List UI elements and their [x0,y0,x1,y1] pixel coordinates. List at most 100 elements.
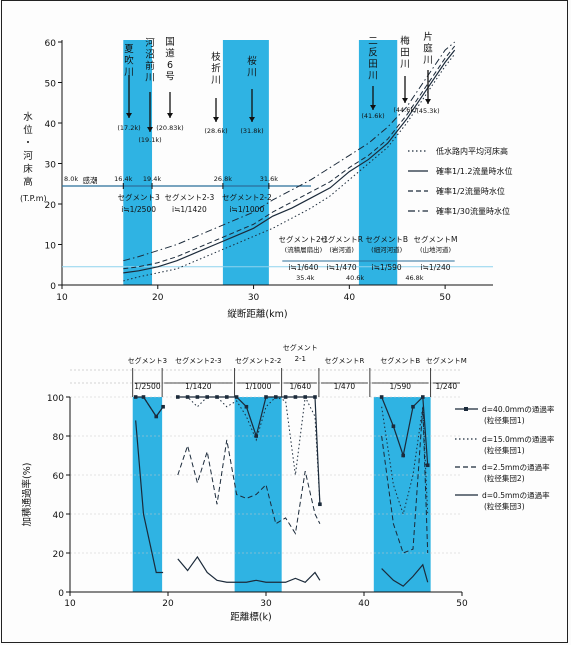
lower-series-line-2-run-2 [381,406,429,554]
lower-series-point-0 [421,395,425,399]
upper-series-line-2 [123,45,456,270]
river-name-6: 梅田川 [400,35,410,70]
lower-series-point-0 [264,395,268,399]
upper-segment-slope-2: i≒1/1420 [172,205,207,214]
lower-x-axis-title: 距離標(k) [230,611,271,623]
lower-series-line-1-run-0 [135,396,164,418]
upper-segment-label-3: セグメント2-2 [222,192,272,202]
lower-series-point-0 [185,395,190,399]
upper-x-axis-title: 縦断距離(km) [227,308,287,320]
lower-legend-label-3: d=0.5mmの通過率 [482,490,550,500]
lower-y-tick-label: 40 [53,511,65,521]
upper-segment-sub-5: (岩河道) [329,245,354,254]
lower-series-point-0 [154,414,159,419]
lower-segment-label-6: セグメントM [426,356,467,365]
river-km-label-1: (19.1k) [138,136,161,144]
lower-segment-slope-5: 1/590 [389,382,411,391]
river-arrow-head-3 [213,117,219,122]
lower-series-point-0 [318,502,322,507]
lower-series-point-0 [411,404,415,409]
river-name-0: 夏吹川 [124,44,134,78]
lower-y-tick-label: 20 [53,550,65,560]
upper-segment-label-5: セグメントR [320,234,363,244]
lower-x-tick-label: 10 [64,599,76,609]
lower-series-point-0 [379,395,384,399]
upper-shaded-band-2 [358,40,398,285]
lower-series-line-0-run-1 [177,396,321,505]
river-name-4: 桜川 [247,55,257,79]
river-km-label-6: (44.6k) [393,106,416,114]
lower-legend-note-1: (粒径集団1) [484,445,525,455]
river-arrow-head-4 [249,117,255,122]
upper-legend-label-0: 低水路内平均河床高 [436,146,508,156]
lower-series-point-0 [244,404,249,409]
km-mark-0: 8.0k [64,175,78,183]
river-name-7: 片庭川 [423,31,433,66]
upper-segment-slope-4: i≒1/640 [288,263,318,272]
lower-legend-note-0: (粒径集団1) [484,415,525,425]
upper-segment-label-7: セグメントM [414,234,458,244]
upper-segment-label-1: セグメント3 [117,192,159,202]
upper-segment-sub-4: (流積層扇出) [285,245,323,254]
river-name-5: 二反田川 [368,36,378,82]
upper-legend-label-3: 確率1/30流量時水位 [436,206,510,216]
upper-y-tick-label: 40 [45,120,57,130]
lower-series-line-2-run-1 [177,439,321,535]
upper-segment-slope-5: i≒1/470 [327,263,357,272]
upper-segment-label-4: セグメント2-1 [278,234,328,244]
upper-segment-slope-7: i≒1/240 [421,263,451,272]
upper-shaded-band-0 [123,40,153,285]
lower-y-tick-label: 80 [53,433,65,443]
river-km-label-5: (41.6k) [361,112,384,120]
upper-shaded-band-1 [222,40,269,285]
lower-legend-label-0: d=40.0mmの通過率 [482,404,555,414]
upper-y-tick-label: 10 [45,242,57,252]
lower-segment-label-0: セグメント3 [128,356,167,365]
lower-series-point-0 [313,395,317,399]
lower-chart: 0 20 40 60 80 100 10 20 30 40 50 距離標(k) 加積通過率(%) セグメン… [21,343,555,623]
river-arrow-head-7 [425,99,431,104]
upper-segment-slope-3: i≒1/1000 [229,205,264,214]
river-arrow-head-5 [370,105,376,110]
lower-y-tick-label: 100 [47,394,64,404]
upper-bottom-km-1: 40.6k [346,274,364,282]
upper-segment-slope-6: i≒1/590 [372,263,402,272]
lower-series-point-0 [254,434,258,438]
upper-x-tick-label: 30 [248,293,260,303]
lower-segment-slope-3: 1/640 [289,382,311,391]
upper-y-tick-label: 20 [45,201,57,211]
river-arrow-head-0 [126,113,132,118]
lower-segment-slope-0: 1/2500 [134,382,161,391]
upper-segment-label-0: 感潮 [83,175,98,185]
lower-series-point-0 [195,395,200,399]
river-name-3: 枝折川 [211,51,221,86]
km-mark-3: 26.8k [214,175,232,183]
lower-legend-label-1: d=15.0mmの通過率 [482,434,555,444]
lower-legend-label-2: d=2.5mmの通過率 [482,462,550,472]
upper-x-tick-label: 20 [152,293,164,303]
lower-series-line-2-run-0 [135,396,164,418]
upper-bottom-km-2: 46.8k [405,274,423,282]
river-arrow-head-2 [167,113,173,118]
river-arrow-head-6 [402,98,408,103]
lower-segment-slope-6: 1/240 [436,382,458,391]
lower-segment-slope-1: 1/1420 [185,382,212,391]
lower-y-tick-label: 60 [53,472,65,482]
river-name-1: 河沼前川 [145,37,155,84]
lower-shaded-band-0 [132,397,163,592]
lower-x-tick-label: 20 [162,599,174,609]
lower-segment-slope-4: 1/470 [334,382,356,391]
lower-x-tick-label: 30 [260,599,272,609]
lower-x-tick-label: 50 [456,599,468,609]
lower-series-point-0 [293,395,298,399]
river-km-label-0: (17.2k) [117,124,140,132]
lower-segment-label-1: セグメント2-3 [175,356,221,365]
lower-legend-marker-0 [464,407,468,411]
lower-series-line-3-run-0 [135,420,164,574]
river-km-label-2: (20.83k) [156,124,183,132]
lower-series-point-0 [401,453,405,458]
upper-y-tick-label: 50 [45,80,57,90]
upper-segment-label-6: セグメントB [365,234,408,244]
